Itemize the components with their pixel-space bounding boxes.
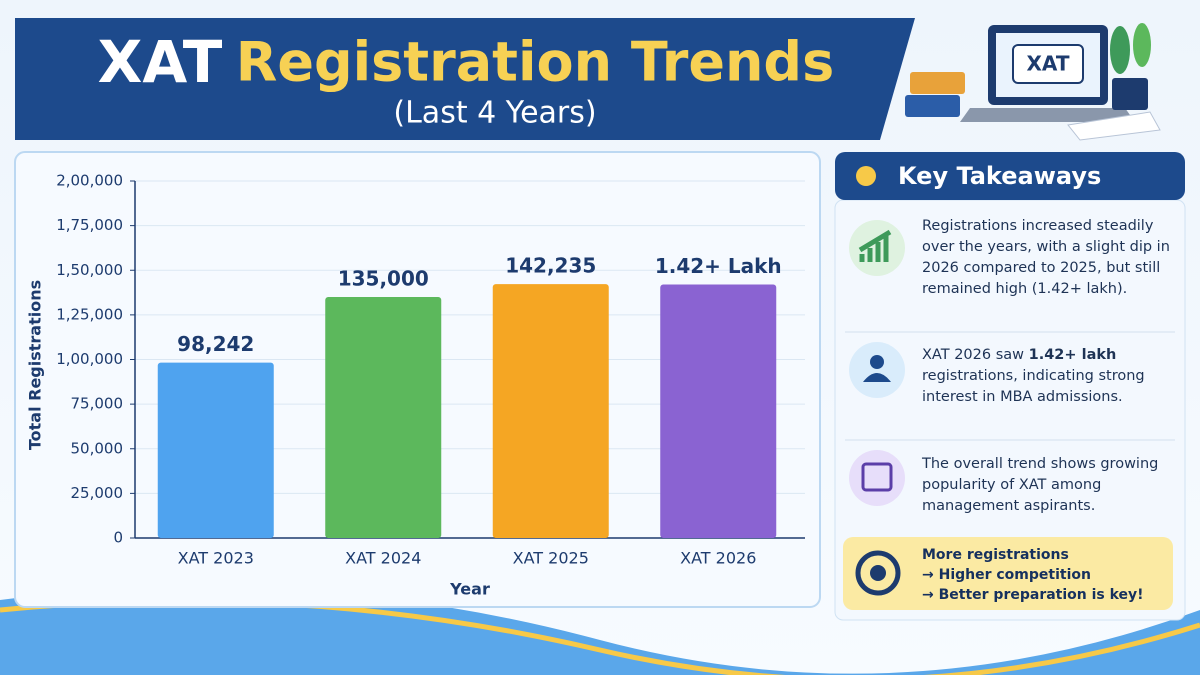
target-icon bbox=[855, 550, 901, 596]
y-tick-label: 0 bbox=[113, 529, 123, 547]
people-glyph bbox=[863, 373, 891, 382]
takeaway: XAT 2026 saw 1.42+ lakh registrations, i… bbox=[922, 345, 1172, 408]
x-tick-label: XAT 2025 bbox=[513, 549, 589, 568]
takeaway-text: registrations, indicating strong interes… bbox=[922, 368, 1145, 405]
value-label: 98,242 bbox=[177, 332, 254, 356]
value-label: 135,000 bbox=[338, 267, 429, 291]
y-tick-label: 75,000 bbox=[71, 395, 124, 413]
subtitle: (Last 4 Years) bbox=[393, 96, 596, 131]
target-icon bbox=[870, 565, 886, 581]
y-tick-label: 25,000 bbox=[71, 484, 124, 502]
value-label: 142,235 bbox=[505, 254, 596, 278]
wave bbox=[0, 586, 1200, 675]
screen-text: XAT bbox=[1027, 52, 1070, 76]
callout-line: More registrations bbox=[922, 547, 1069, 563]
x-tick-label: XAT 2026 bbox=[680, 549, 756, 568]
laptop-base bbox=[960, 108, 1135, 122]
book bbox=[910, 72, 965, 94]
takeaway-text: XAT 2026 saw bbox=[922, 347, 1029, 363]
y-tick-label: 50,000 bbox=[71, 439, 124, 457]
y-tick-label: 1,75,000 bbox=[56, 216, 123, 234]
book bbox=[905, 95, 960, 117]
calendar-icon bbox=[849, 450, 905, 506]
y-tick-label: 2,00,000 bbox=[56, 172, 123, 190]
notebook bbox=[1067, 111, 1161, 141]
x-tick-label: XAT 2023 bbox=[178, 549, 254, 568]
y-tick-label: 1,00,000 bbox=[56, 350, 123, 368]
bar bbox=[492, 284, 609, 538]
people-icon bbox=[849, 342, 905, 398]
takeaway: The overall trend shows growing populari… bbox=[922, 456, 1159, 514]
x-tick-label: XAT 2024 bbox=[345, 549, 421, 568]
takeaway: Registrations increased steadily over th… bbox=[922, 218, 1170, 297]
calendar-glyph bbox=[861, 462, 893, 492]
growth-glyph bbox=[858, 229, 892, 262]
takeaway-header bbox=[835, 152, 1185, 200]
callout-line: → Better preparation is key! bbox=[922, 587, 1144, 603]
value-label: 1.42+ Lakh bbox=[655, 254, 782, 278]
people-glyph bbox=[870, 355, 884, 369]
plot: 0 25,000 50,000 75,000 1,00,000 1,25,000 1,50,… bbox=[56, 172, 805, 568]
y-axis-label: Total Registrations bbox=[26, 280, 45, 450]
y-tick-label: 1,50,000 bbox=[56, 261, 123, 279]
title-banner bbox=[15, 18, 915, 140]
y-tick-label: 1,25,000 bbox=[56, 305, 123, 323]
plant-pot bbox=[1112, 78, 1148, 110]
takeaway-title: Key Takeaways bbox=[898, 162, 1101, 190]
title-main: Registration Trends bbox=[236, 31, 834, 94]
bar bbox=[157, 362, 274, 538]
bar bbox=[325, 297, 442, 538]
bar bbox=[660, 284, 777, 538]
callout-line: → Higher competition bbox=[922, 567, 1091, 583]
callout-box bbox=[843, 537, 1173, 610]
leaf bbox=[1110, 26, 1130, 74]
title-prefix: XAT bbox=[98, 28, 223, 96]
screen-badge bbox=[1012, 44, 1084, 84]
bulb-icon bbox=[856, 166, 876, 186]
leaf bbox=[1133, 23, 1151, 67]
takeaway-highlight: 1.42+ lakh bbox=[1028, 347, 1117, 363]
x-axis-label: Year bbox=[449, 580, 490, 599]
